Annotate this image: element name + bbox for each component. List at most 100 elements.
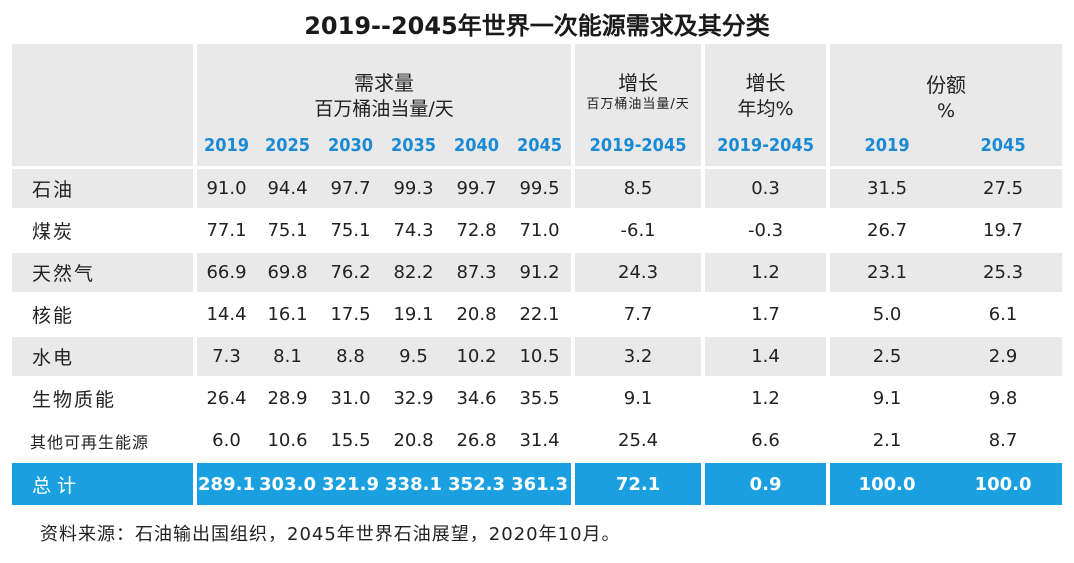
table-cell: 26.4 (193, 376, 256, 418)
table-cell: 75.1 (319, 208, 382, 250)
table-cell: 94.4 (256, 166, 319, 208)
table-cell: 77.1 (193, 208, 256, 250)
table-cell: 1.2 (701, 376, 827, 418)
total-cell: 72.1 (571, 460, 702, 505)
table-cell: 8.7 (944, 418, 1063, 460)
table-cell: 74.3 (382, 208, 445, 250)
table-cell: 19.1 (382, 292, 445, 334)
year-2030: 2030 (319, 124, 382, 166)
table-cell: -0.3 (701, 208, 827, 250)
row-label: 石油 (12, 166, 193, 208)
table-cell: 9.1 (826, 376, 945, 418)
table-cell: 15.5 (319, 418, 382, 460)
total-cell: 338.1 (382, 460, 445, 505)
table-cell: 1.2 (701, 250, 827, 292)
table-cell: 5.0 (826, 292, 945, 334)
table-cell: 6.6 (701, 418, 827, 460)
table-cell: 32.9 (382, 376, 445, 418)
table-cell: 72.8 (445, 208, 508, 250)
table-cell: 10.6 (256, 418, 319, 460)
table-cell: 2.1 (826, 418, 945, 460)
table-cell: 1.7 (701, 292, 827, 334)
share-year-2019: 2019 (826, 124, 945, 166)
table-cell: 24.3 (571, 250, 702, 292)
energy-demand-table: 需求量 百万桶油当量/天 增长 百万桶油当量/天 增长 年均% 份额 % 201… (12, 44, 1063, 505)
header-year-row: 2019 2025 2030 2035 2040 2045 2019-2045 … (12, 124, 1063, 166)
table-cell: 9.8 (944, 376, 1063, 418)
table-cell: 82.2 (382, 250, 445, 292)
table-cell: 71.0 (508, 208, 572, 250)
header-share-title: 份额 (926, 73, 967, 97)
table-cell: 10.5 (508, 334, 572, 376)
header-group-row: 需求量 百万桶油当量/天 增长 百万桶油当量/天 增长 年均% 份额 % (12, 44, 1063, 166)
table-row: 其他可再生能源 6.0 10.6 15.5 20.8 26.8 31.4 25.… (12, 418, 1063, 460)
table-cell: 14.4 (193, 292, 256, 334)
table-cell: 7.7 (571, 292, 702, 334)
total-row: 总计 289.1 303.0 321.9 338.1 352.3 361.3 7… (12, 460, 1063, 505)
row-label: 水电 (12, 334, 193, 376)
total-cell: 352.3 (445, 460, 508, 505)
table-cell: 31.5 (826, 166, 945, 208)
table-cell: 19.7 (944, 208, 1063, 250)
avg-period: 2019-2045 (701, 124, 827, 166)
year-2025: 2025 (256, 124, 319, 166)
table-row: 天然气 66.9 69.8 76.2 82.2 87.3 91.2 24.3 1… (12, 250, 1063, 292)
table-cell: 91.0 (193, 166, 256, 208)
header-demand-unit: 百万桶油当量/天 (314, 98, 454, 120)
page-title: 2019--2045年世界一次能源需求及其分类 (304, 12, 770, 40)
table-cell: 99.7 (445, 166, 508, 208)
table-cell: 16.1 (256, 292, 319, 334)
table-cell: 25.4 (571, 418, 702, 460)
header-increase-title: 增长 (618, 71, 659, 95)
table-cell: 9.5 (382, 334, 445, 376)
total-cell: 289.1 (193, 460, 256, 505)
header-demand: 需求量 百万桶油当量/天 (193, 44, 572, 124)
row-label: 其他可再生能源 (12, 418, 193, 460)
table-cell: 66.9 (193, 250, 256, 292)
total-cell: 100.0 (944, 460, 1063, 505)
table-cell: 8.5 (571, 166, 702, 208)
table-cell: 76.2 (319, 250, 382, 292)
total-cell: 361.3 (508, 460, 572, 505)
header-increase: 增长 百万桶油当量/天 (571, 44, 702, 124)
table-cell: 3.2 (571, 334, 702, 376)
table-cell: 22.1 (508, 292, 572, 334)
table-cell: 35.5 (508, 376, 572, 418)
table-cell: 20.8 (445, 292, 508, 334)
header-avg-title: 增长 (745, 71, 786, 95)
table-cell: 20.8 (382, 418, 445, 460)
table-cell: 23.1 (826, 250, 945, 292)
increase-period: 2019-2045 (571, 124, 702, 166)
year-2040: 2040 (445, 124, 508, 166)
share-year-2045: 2045 (944, 124, 1063, 166)
table-row: 石油 91.0 94.4 97.7 99.3 99.7 99.5 8.5 0.3… (12, 166, 1063, 208)
table-cell: 28.9 (256, 376, 319, 418)
year-2019: 2019 (193, 124, 256, 166)
table-cell: 7.3 (193, 334, 256, 376)
total-cell: 0.9 (701, 460, 827, 505)
header-increase-unit: 百万桶油当量/天 (586, 97, 690, 112)
table-cell: 34.6 (445, 376, 508, 418)
header-share-unit: % (937, 100, 956, 122)
total-cell: 321.9 (319, 460, 382, 505)
row-label: 生物质能 (12, 376, 193, 418)
table-cell: 0.3 (701, 166, 827, 208)
header-demand-title: 需求量 (354, 71, 415, 95)
table-row: 煤炭 77.1 75.1 75.1 74.3 72.8 71.0 -6.1 -0… (12, 208, 1063, 250)
table-cell: 2.9 (944, 334, 1063, 376)
table-cell: 2.5 (826, 334, 945, 376)
header-corner (12, 44, 193, 166)
table-cell: 69.8 (256, 250, 319, 292)
year-2035: 2035 (382, 124, 445, 166)
table-cell: 27.5 (944, 166, 1063, 208)
table-cell: 31.4 (508, 418, 572, 460)
table-cell: 10.2 (445, 334, 508, 376)
table-cell: 99.3 (382, 166, 445, 208)
table-row: 生物质能 26.4 28.9 31.0 32.9 34.6 35.5 9.1 1… (12, 376, 1063, 418)
row-label: 核能 (12, 292, 193, 334)
table-cell: 91.2 (508, 250, 572, 292)
table-row: 核能 14.4 16.1 17.5 19.1 20.8 22.1 7.7 1.7… (12, 292, 1063, 334)
table-cell: 1.4 (701, 334, 827, 376)
table-cell: 26.8 (445, 418, 508, 460)
header-avg-unit: 年均% (737, 98, 794, 120)
